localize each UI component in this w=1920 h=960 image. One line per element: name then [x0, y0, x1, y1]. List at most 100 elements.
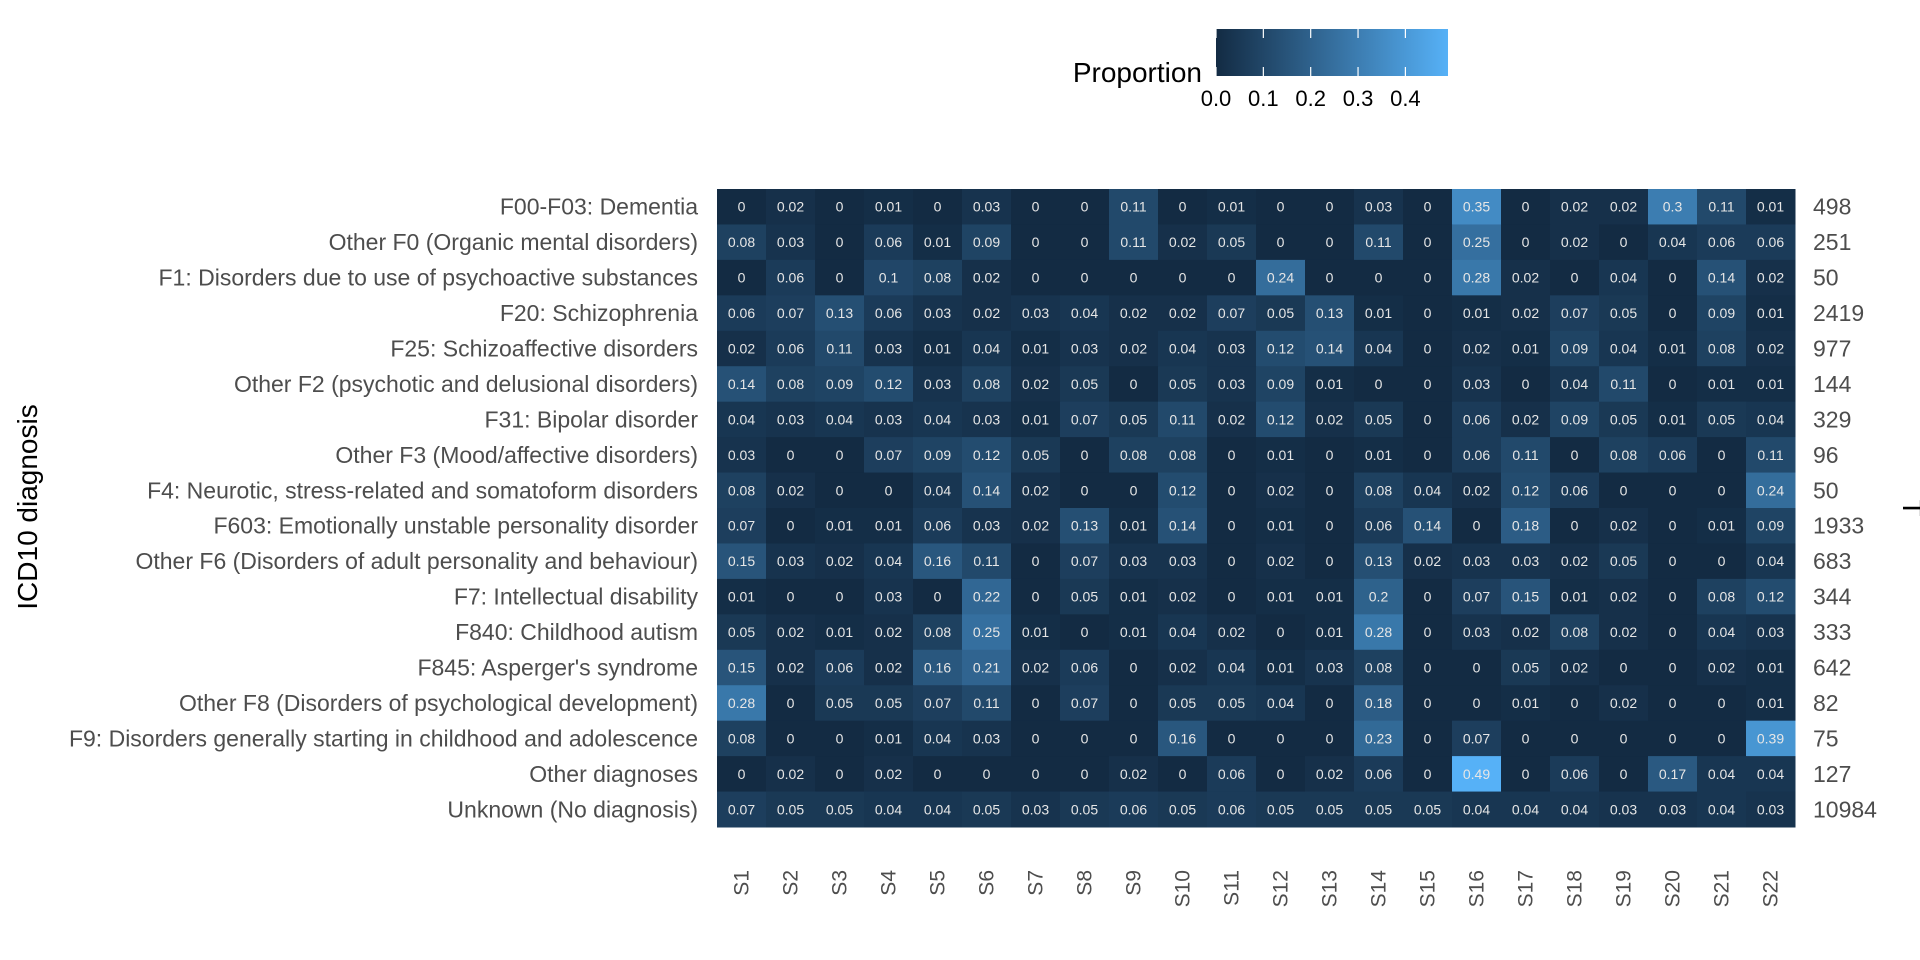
cell-value-label: 0.15: [728, 553, 755, 569]
row-label: Other diagnoses: [529, 761, 698, 787]
cell-value-label: 0.01: [1267, 589, 1294, 605]
cell-value-label: 0.15: [1512, 589, 1539, 605]
heatmap-cell: [1648, 720, 1698, 757]
heatmap-cell: [1550, 649, 1600, 686]
heatmap-cell: [717, 614, 767, 651]
heatmap-cell: [1305, 508, 1355, 544]
heatmap-cell: [815, 259, 865, 296]
column-label: S2: [780, 870, 803, 896]
cell-value-label: 0: [1130, 660, 1138, 676]
heatmap-cell: [717, 543, 767, 580]
cell-value-label: 0.18: [1365, 695, 1392, 711]
cell-value-label: 0: [836, 234, 844, 250]
heatmap-cell: [1305, 295, 1355, 332]
heatmap-cell: [1305, 366, 1355, 403]
heatmap-cell: [1452, 189, 1502, 225]
heatmap-cell: [1599, 330, 1649, 367]
row-total-label: 50: [1813, 477, 1839, 503]
heatmap-cell: [1207, 366, 1257, 403]
heatmap-cell: [1158, 614, 1208, 651]
heatmap-cell: [1158, 295, 1208, 332]
cell-value-label: 0.04: [1708, 624, 1735, 640]
heatmap-cell: [1207, 614, 1257, 651]
cell-value-label: 0: [1669, 589, 1677, 605]
heatmap-cell: [1109, 791, 1159, 828]
cell-value-label: 0.05: [826, 801, 853, 817]
cell-value-label: 0.15: [728, 660, 755, 676]
heatmap-cell: [717, 756, 767, 793]
heatmap-cell: [1403, 543, 1453, 580]
cell-value-label: 0.01: [1022, 624, 1049, 640]
cell-value-label: 0.05: [1022, 447, 1049, 463]
heatmap-cell: [1697, 508, 1747, 544]
cell-value-label: 0.08: [1365, 660, 1392, 676]
heatmap-cell: [1697, 366, 1747, 403]
heatmap-cell: [1648, 259, 1698, 296]
cell-value-label: 0: [1424, 766, 1432, 782]
heatmap-cell: [717, 224, 767, 261]
heatmap-cell: [1599, 366, 1649, 403]
heatmap-cell: [1256, 437, 1306, 474]
heatmap-cell: [1403, 295, 1453, 332]
cell-value-label: 0: [1277, 199, 1285, 215]
cell-value-label: 0.02: [1022, 518, 1049, 534]
cell-value-label: 0.07: [875, 447, 902, 463]
column-label: S14: [1368, 870, 1391, 908]
cell-value-label: 0.01: [924, 234, 951, 250]
heatmap-cell: [1550, 472, 1600, 509]
heatmap-cell: [1697, 685, 1747, 722]
cell-value-label: 0.02: [777, 660, 804, 676]
heatmap-cell: [962, 543, 1012, 580]
cell-value-label: 0.04: [1610, 270, 1637, 286]
cell-value-label: 0.03: [1610, 801, 1637, 817]
cell-value-label: 0: [1032, 553, 1040, 569]
cell-value-label: 0.04: [1365, 341, 1392, 357]
cell-value-label: 0.03: [1463, 553, 1490, 569]
cell-value-label: 0.03: [1071, 341, 1098, 357]
heatmap-cell: [1403, 330, 1453, 367]
cell-value-label: 0.05: [1267, 801, 1294, 817]
cell-value-label: 0.01: [924, 341, 951, 357]
cell-value-label: 0.05: [1610, 305, 1637, 321]
heatmap-cell: [962, 756, 1012, 793]
cell-value-label: 0: [1326, 270, 1334, 286]
column-label: S17: [1515, 870, 1538, 907]
cell-value-label: 0: [1571, 447, 1579, 463]
row-total-label: 251: [1813, 229, 1851, 255]
heatmap-cell: [1697, 756, 1747, 793]
heatmap-cell: [1746, 295, 1796, 332]
heatmap-cell: [1109, 614, 1159, 651]
cell-value-label: 0.39: [1757, 730, 1784, 746]
cell-value-label: 0: [1571, 270, 1579, 286]
heatmap-cell: [1501, 720, 1551, 757]
heatmap-cell: [1648, 756, 1698, 793]
cell-value-label: 0.03: [1757, 801, 1784, 817]
cell-value-label: 0.12: [1267, 411, 1294, 427]
cell-value-label: 0: [836, 589, 844, 605]
heatmap-cell: [1599, 685, 1649, 722]
cell-value-label: 0: [1424, 234, 1432, 250]
cell-value-label: 0.05: [973, 801, 1000, 817]
cell-value-label: 0.03: [1218, 376, 1245, 392]
cell-value-label: 0: [1375, 270, 1383, 286]
cell-value-label: 0.06: [1218, 766, 1245, 782]
heatmap-cell: [1060, 578, 1110, 615]
cell-value-label: 0.05: [1071, 589, 1098, 605]
heatmap-cell: [1011, 791, 1061, 828]
heatmap-cell: [1501, 189, 1551, 225]
cell-value-label: 0.11: [973, 553, 999, 569]
heatmap-cell: [766, 791, 816, 828]
heatmap-cell: [1011, 330, 1061, 367]
row-labels: F00-F03: Dementia Other F0 (Organic menta…: [69, 194, 699, 823]
heatmap-cell: [1403, 437, 1453, 474]
heatmap-cell: [815, 508, 865, 544]
heatmap-cell: [1746, 437, 1796, 474]
heatmap-cell: [1452, 756, 1502, 793]
heatmap-cell: [1452, 437, 1502, 474]
cell-value-label: 0: [1620, 766, 1628, 782]
cell-value-label: 0: [1424, 695, 1432, 711]
heatmap-cell: [1501, 614, 1551, 651]
row-total-label: 642: [1813, 655, 1851, 681]
heatmap-cell: [1697, 259, 1747, 296]
heatmap-cell: [1354, 614, 1404, 651]
